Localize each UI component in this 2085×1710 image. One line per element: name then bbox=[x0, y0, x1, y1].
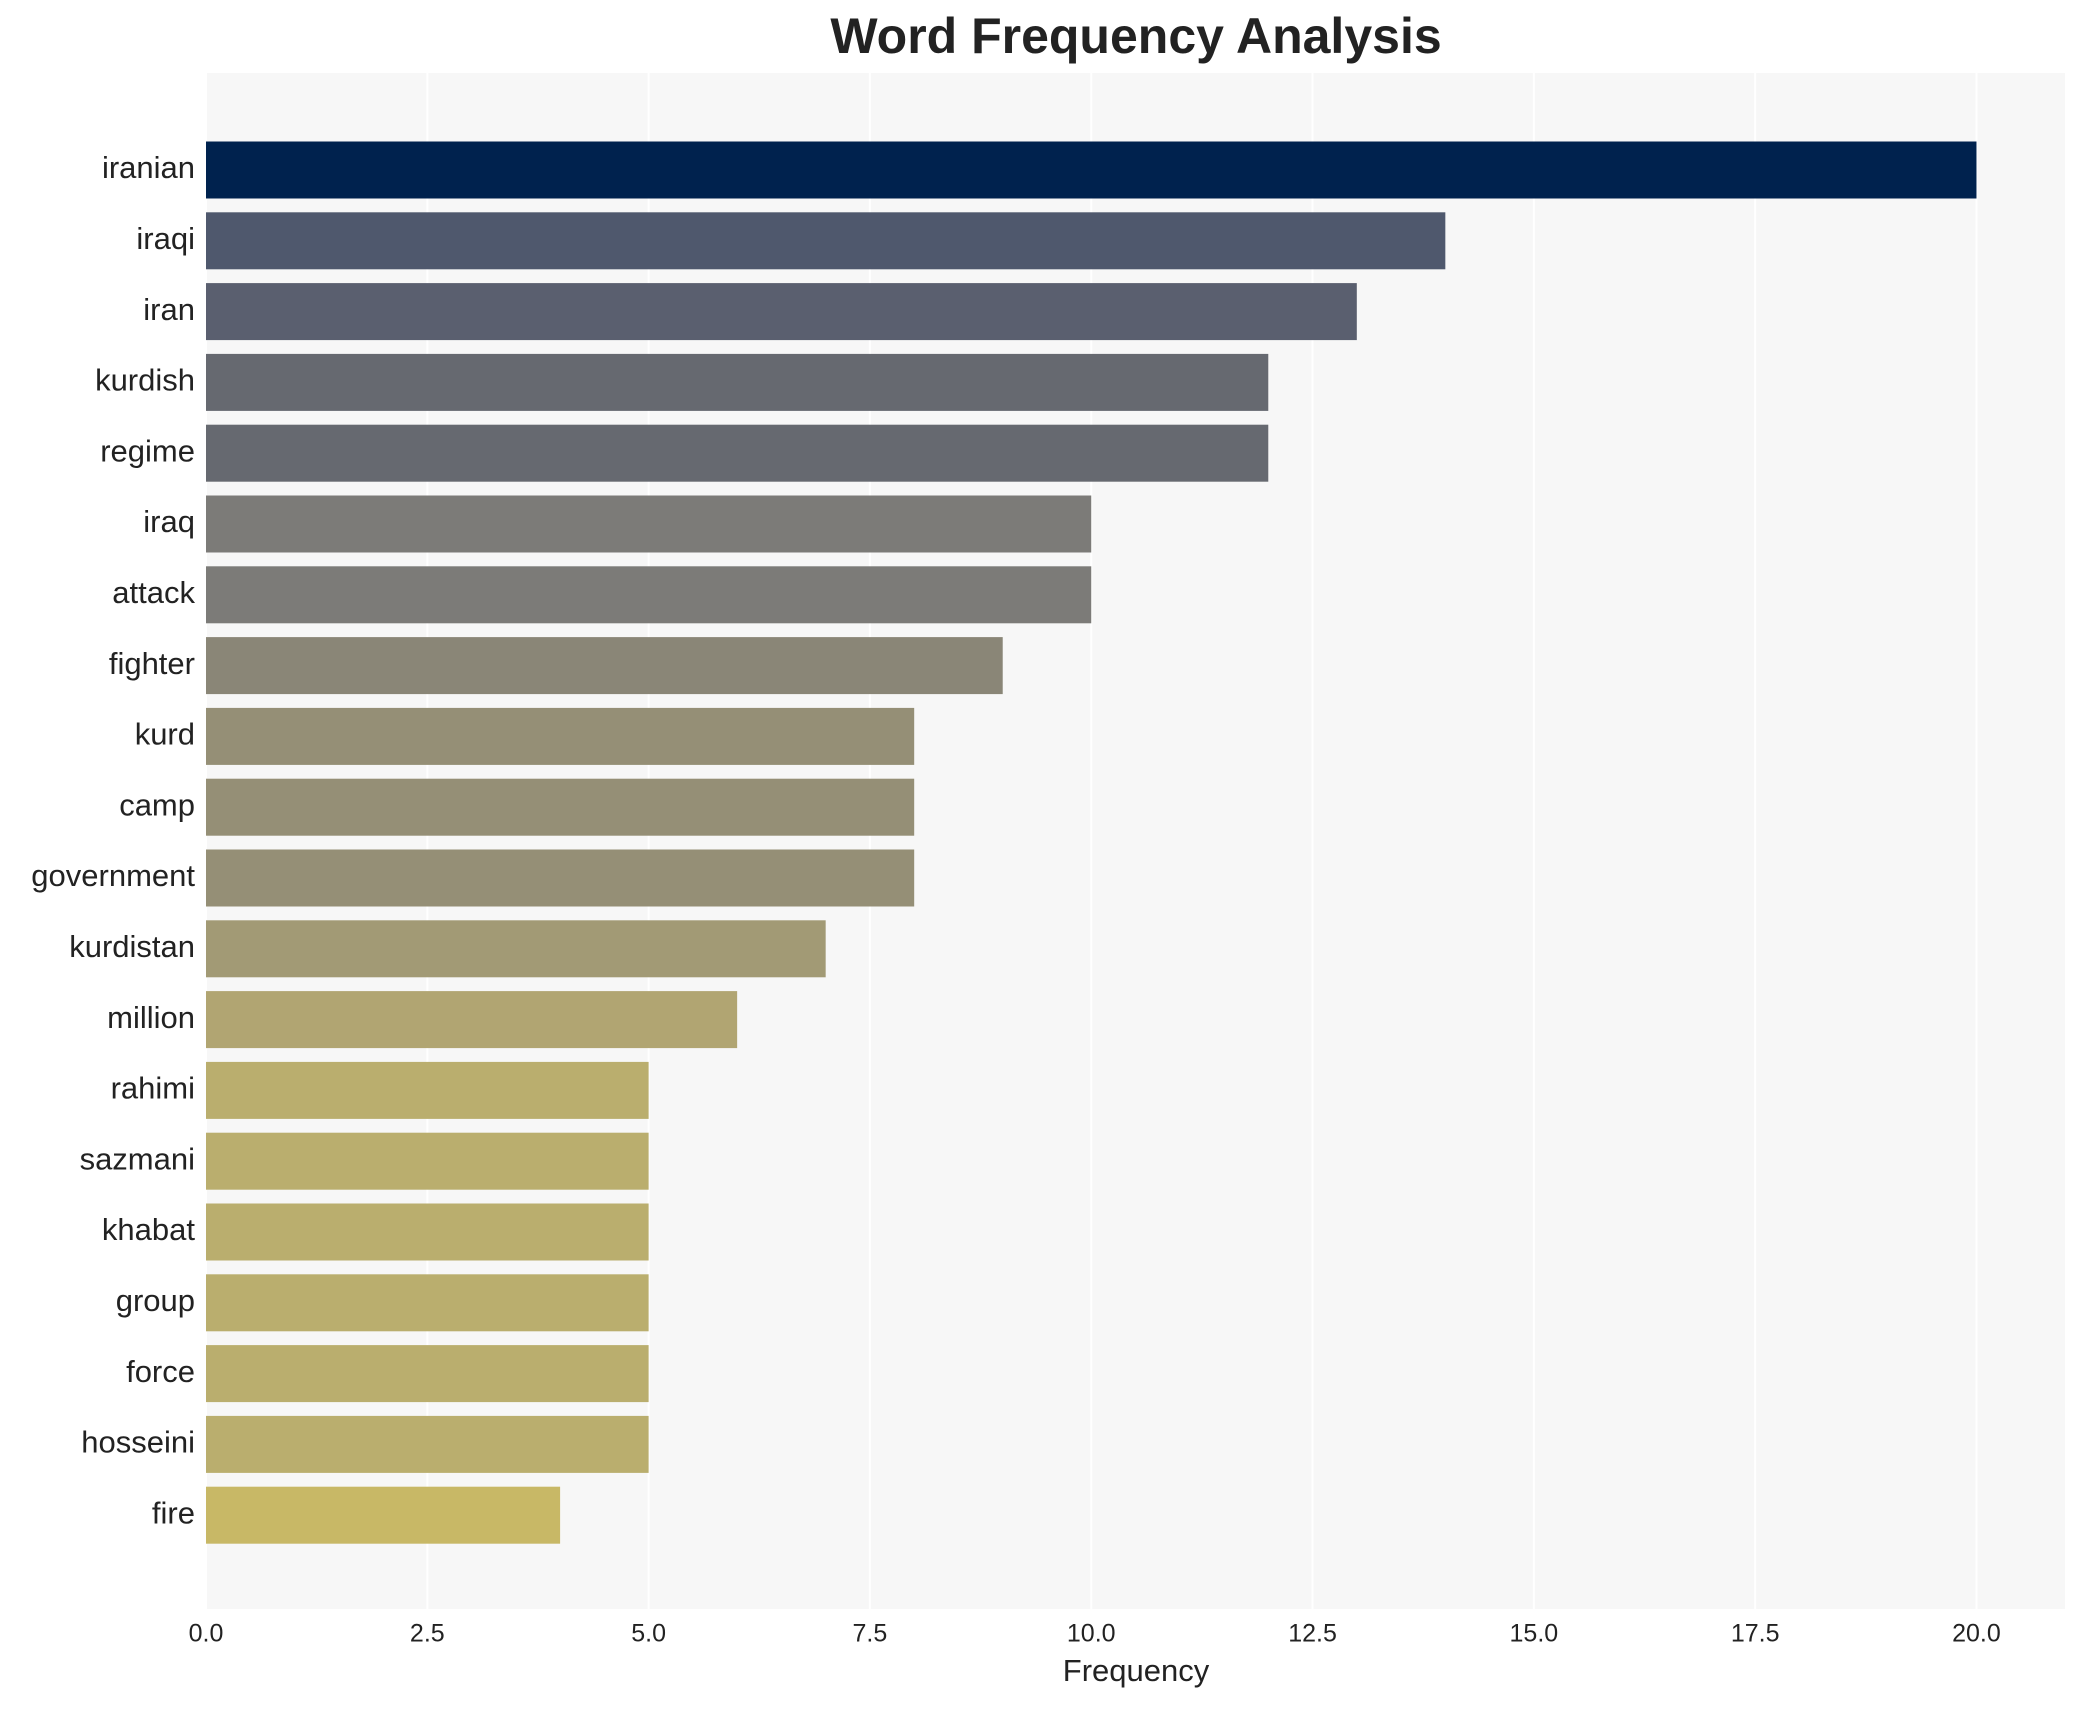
bar bbox=[206, 707, 915, 765]
bar bbox=[206, 1415, 649, 1473]
y-tick-label: khabat bbox=[102, 1212, 195, 1247]
y-tick-label: force bbox=[126, 1354, 195, 1389]
bar bbox=[206, 849, 915, 907]
y-tick-label: fire bbox=[152, 1495, 195, 1530]
bar bbox=[206, 566, 1092, 624]
x-tick-label: 17.5 bbox=[1731, 1620, 1780, 1648]
x-tick-label: 5.0 bbox=[631, 1620, 666, 1648]
y-tick-label: iran bbox=[143, 292, 195, 327]
bar bbox=[206, 637, 1003, 695]
bar bbox=[206, 495, 1092, 553]
bar bbox=[206, 212, 1446, 270]
y-tick-label: regime bbox=[100, 433, 195, 468]
y-tick-label: kurd bbox=[135, 717, 195, 752]
chart-title: Word Frequency Analysis bbox=[830, 8, 1441, 64]
x-axis-label: Frequency bbox=[1063, 1653, 1210, 1688]
y-tick-label: kurdish bbox=[95, 363, 195, 398]
x-tick-label: 10.0 bbox=[1067, 1620, 1116, 1648]
y-tick-label: iraqi bbox=[136, 221, 195, 256]
y-tick-label: iraq bbox=[143, 504, 195, 539]
y-tick-label: attack bbox=[112, 575, 195, 610]
x-tick-label: 15.0 bbox=[1510, 1620, 1559, 1648]
x-tick-label: 20.0 bbox=[1952, 1620, 2001, 1648]
bar bbox=[206, 283, 1357, 341]
x-tick-label: 12.5 bbox=[1288, 1620, 1337, 1648]
x-tick-label: 7.5 bbox=[853, 1620, 888, 1648]
bar bbox=[206, 141, 1977, 199]
bar bbox=[206, 1203, 649, 1261]
bar bbox=[206, 1132, 649, 1190]
bar bbox=[206, 991, 738, 1049]
bar bbox=[206, 353, 1269, 411]
y-tick-label: million bbox=[107, 1000, 195, 1035]
y-tick-label: sazmani bbox=[80, 1141, 195, 1176]
bar bbox=[206, 920, 826, 978]
y-tick-label: hosseini bbox=[81, 1425, 195, 1460]
y-tick-label: kurdistan bbox=[69, 929, 195, 964]
y-tick-label: government bbox=[31, 858, 195, 893]
x-tick-label: 2.5 bbox=[410, 1620, 445, 1648]
bar bbox=[206, 1345, 649, 1403]
bar bbox=[206, 424, 1269, 482]
y-tick-label: camp bbox=[119, 787, 195, 822]
y-tick-label: rahimi bbox=[111, 1071, 195, 1106]
bar bbox=[206, 1486, 561, 1544]
y-tick-label: iranian bbox=[102, 150, 195, 185]
y-tick-label: fighter bbox=[109, 646, 195, 681]
bar bbox=[206, 1061, 649, 1119]
bar bbox=[206, 1274, 649, 1332]
y-tick-label: group bbox=[116, 1283, 195, 1318]
x-tick-label: 0.0 bbox=[189, 1620, 224, 1648]
bar bbox=[206, 778, 915, 836]
